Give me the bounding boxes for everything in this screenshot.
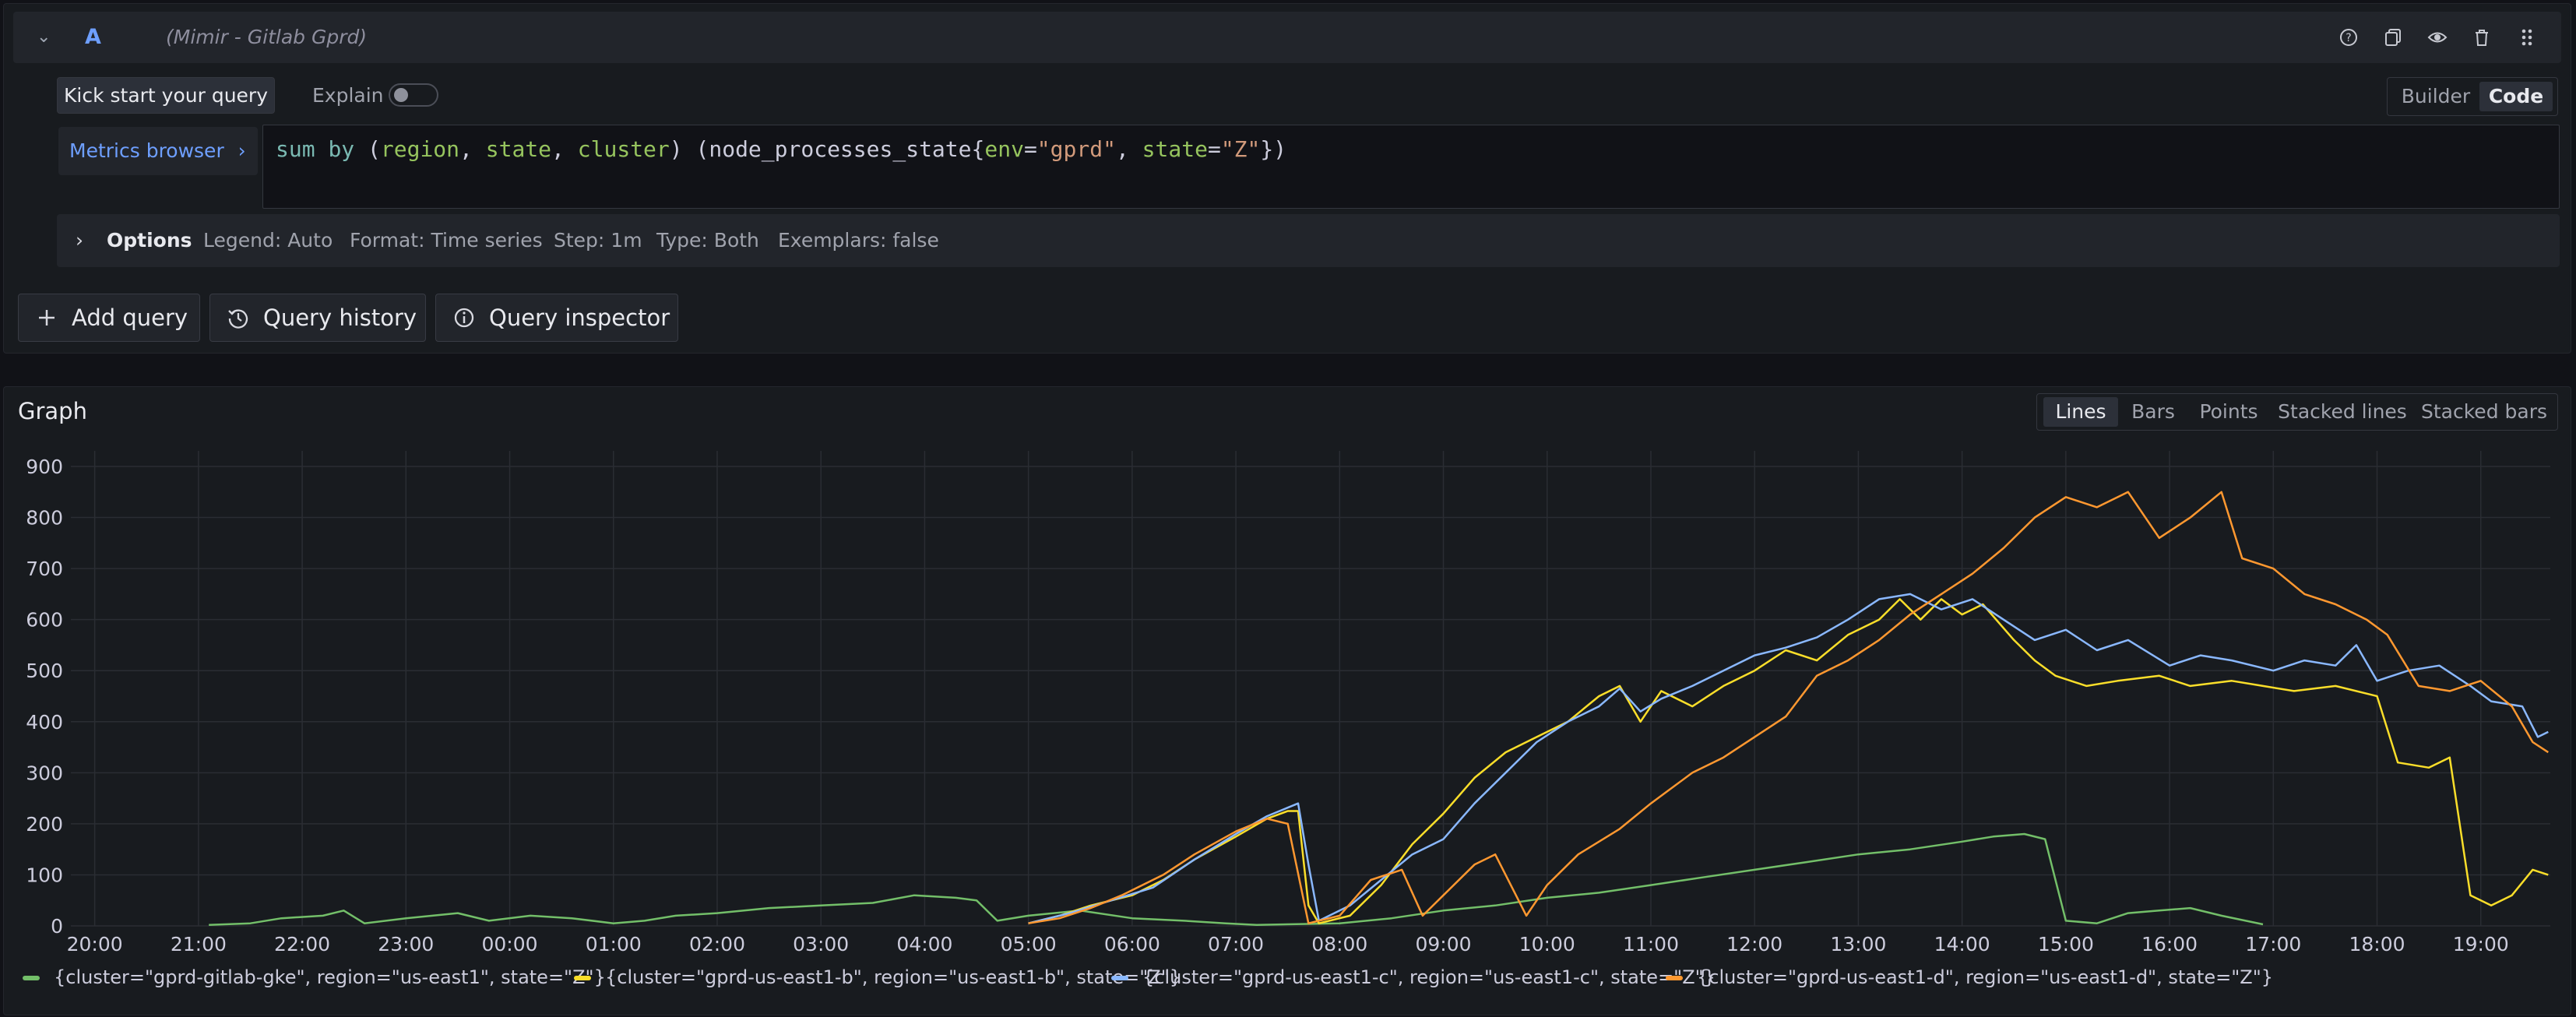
- legend-item[interactable]: {cluster="gprd-gitlab-gke", region="us-e…: [23, 963, 606, 991]
- options-label[interactable]: Options: [107, 229, 192, 252]
- viz-lines-button[interactable]: Lines: [2043, 397, 2118, 427]
- x-tick-label: 23:00: [378, 933, 434, 955]
- x-tick-label: 17:00: [2245, 933, 2301, 955]
- duplicate-icon[interactable]: [2382, 26, 2404, 48]
- eye-icon[interactable]: [2426, 26, 2448, 48]
- option-type: Type: Both: [656, 229, 759, 252]
- y-tick-label: 900: [26, 456, 63, 478]
- visualization-type-switch: Lines Bars Points Stacked lines Stacked …: [2036, 393, 2558, 431]
- query-inspector-button[interactable]: Query inspector: [435, 294, 678, 342]
- x-tick-label: 09:00: [1416, 933, 1472, 955]
- option-format: Format: Time series: [350, 229, 543, 252]
- legend-item[interactable]: {cluster="gprd-us-east1-b", region="us-e…: [574, 963, 1181, 991]
- x-tick-label: 11:00: [1623, 933, 1679, 955]
- chevron-right-icon[interactable]: ›: [76, 229, 83, 252]
- legend-swatch: [1111, 976, 1128, 980]
- series-line-2: [1028, 598, 2549, 924]
- query-expression[interactable]: sum by (region, state, cluster) (node_pr…: [276, 136, 1287, 162]
- x-tick-label: 08:00: [1311, 933, 1367, 955]
- viz-stacked-bars-button[interactable]: Stacked bars: [2420, 400, 2547, 423]
- query-editor-panel: ⌄ A (Mimir - Gitlab Gprd) ? Kick start y…: [3, 3, 2571, 354]
- viz-bars-button[interactable]: Bars: [2131, 400, 2175, 423]
- x-tick-label: 15:00: [2038, 933, 2094, 955]
- chevron-down-icon[interactable]: ⌄: [37, 27, 51, 47]
- x-tick-label: 18:00: [2349, 933, 2405, 955]
- x-tick-label: 06:00: [1104, 933, 1160, 955]
- legend-label: {cluster="gprd-us-east1-c", region="us-e…: [1142, 966, 1716, 988]
- query-history-label: Query history: [263, 304, 417, 331]
- x-tick-label: 10:00: [1519, 933, 1575, 955]
- help-icon[interactable]: ?: [2338, 26, 2360, 48]
- x-tick-label: 00:00: [482, 933, 538, 955]
- graph-panel: 0 100 200 300 400 500 600 700 800 900 20:00 21:00 22…: [3, 386, 2571, 1015]
- x-tick-label: 07:00: [1208, 933, 1264, 955]
- legend-label: {cluster="gprd-us-east1-b", region="us-e…: [605, 966, 1182, 988]
- option-exemplars: Exemplars: false: [778, 229, 939, 252]
- viz-stacked-lines-button[interactable]: Stacked lines: [2278, 400, 2407, 423]
- y-tick-label: 400: [26, 711, 63, 734]
- x-tick-label: 04:00: [896, 933, 952, 955]
- y-tick-label: 200: [26, 813, 63, 836]
- y-tick-label: 500: [26, 660, 63, 682]
- toggle-knob: [394, 88, 408, 102]
- legend-swatch: [23, 976, 40, 980]
- y-tick-label: 300: [26, 762, 63, 784]
- x-tick-label: 19:00: [2453, 933, 2509, 955]
- option-legend: Legend: Auto: [203, 229, 333, 252]
- legend-swatch: [574, 976, 591, 980]
- query-options-row[interactable]: › Options Legend: Auto Format: Time seri…: [57, 214, 2560, 267]
- x-tick-label: 21:00: [171, 933, 227, 955]
- info-icon: [454, 308, 474, 328]
- metrics-browser-button[interactable]: Metrics browser ›: [58, 127, 258, 175]
- series-line-4: [1028, 491, 2549, 924]
- query-ref-id[interactable]: A: [85, 25, 101, 49]
- query-row-header[interactable]: ⌄ A (Mimir - Gitlab Gprd) ?: [13, 12, 2561, 63]
- x-tick-label: 12:00: [1726, 933, 1782, 955]
- drag-handle-icon[interactable]: [2516, 26, 2538, 48]
- explain-label: Explain: [312, 84, 384, 107]
- metrics-browser-label: Metrics browser: [69, 139, 224, 162]
- chevron-right-icon: ›: [238, 139, 246, 162]
- history-icon: [228, 309, 248, 329]
- builder-mode-button[interactable]: Builder: [2401, 85, 2471, 107]
- x-tick-label: 20:00: [67, 933, 123, 955]
- query-code-editor[interactable]: sum by (region, state, cluster) (node_pr…: [262, 125, 2560, 209]
- y-tick-label: 0: [51, 915, 63, 938]
- x-tick-label: 01:00: [586, 933, 642, 955]
- y-tick-label: 600: [26, 609, 63, 632]
- datasource-name: (Mimir - Gitlab Gprd): [166, 26, 368, 48]
- legend-item[interactable]: {cluster="gprd-us-east1-c", region="us-e…: [1111, 963, 1716, 991]
- svg-text:?: ?: [2345, 32, 2351, 44]
- graph-title: Graph: [18, 398, 87, 424]
- y-tick-label: 800: [26, 507, 63, 530]
- explain-toggle[interactable]: [389, 83, 438, 107]
- legend-label: {cluster="gprd-us-east1-d", region="us-e…: [1697, 966, 2274, 988]
- editor-mode-switch: Builder Code: [2387, 77, 2558, 116]
- option-step: Step: 1m: [554, 229, 642, 252]
- query-history-button[interactable]: Query history: [209, 294, 426, 342]
- x-tick-label: 14:00: [1934, 933, 1990, 955]
- legend-swatch: [1666, 976, 1683, 980]
- line-chart[interactable]: 0 100 200 300 400 500 600 700 800 900 20:00 21:00 22…: [4, 387, 2571, 1015]
- legend-item[interactable]: {cluster="gprd-us-east1-d", region="us-e…: [1666, 963, 2273, 991]
- code-mode-button[interactable]: Code: [2479, 82, 2553, 111]
- add-query-label: Add query: [72, 304, 188, 331]
- y-tick-label: 100: [26, 864, 63, 886]
- series-line-1: [209, 832, 2264, 926]
- viz-points-button[interactable]: Points: [2199, 400, 2258, 423]
- plus-icon: [39, 310, 55, 326]
- x-tick-label: 05:00: [1001, 933, 1057, 955]
- x-tick-label: 13:00: [1830, 933, 1886, 955]
- x-tick-label: 03:00: [793, 933, 849, 955]
- add-query-button[interactable]: Add query: [18, 294, 200, 342]
- trash-icon[interactable]: [2471, 26, 2493, 48]
- x-tick-label: 16:00: [2141, 933, 2198, 955]
- kick-start-button[interactable]: Kick start your query: [57, 77, 275, 114]
- series-line-3: [1028, 593, 2549, 924]
- x-tick-label: 02:00: [689, 933, 745, 955]
- query-inspector-label: Query inspector: [489, 304, 670, 331]
- x-tick-label: 22:00: [274, 933, 330, 955]
- y-tick-label: 700: [26, 558, 63, 580]
- legend-label: {cluster="gprd-gitlab-gke", region="us-e…: [54, 966, 606, 988]
